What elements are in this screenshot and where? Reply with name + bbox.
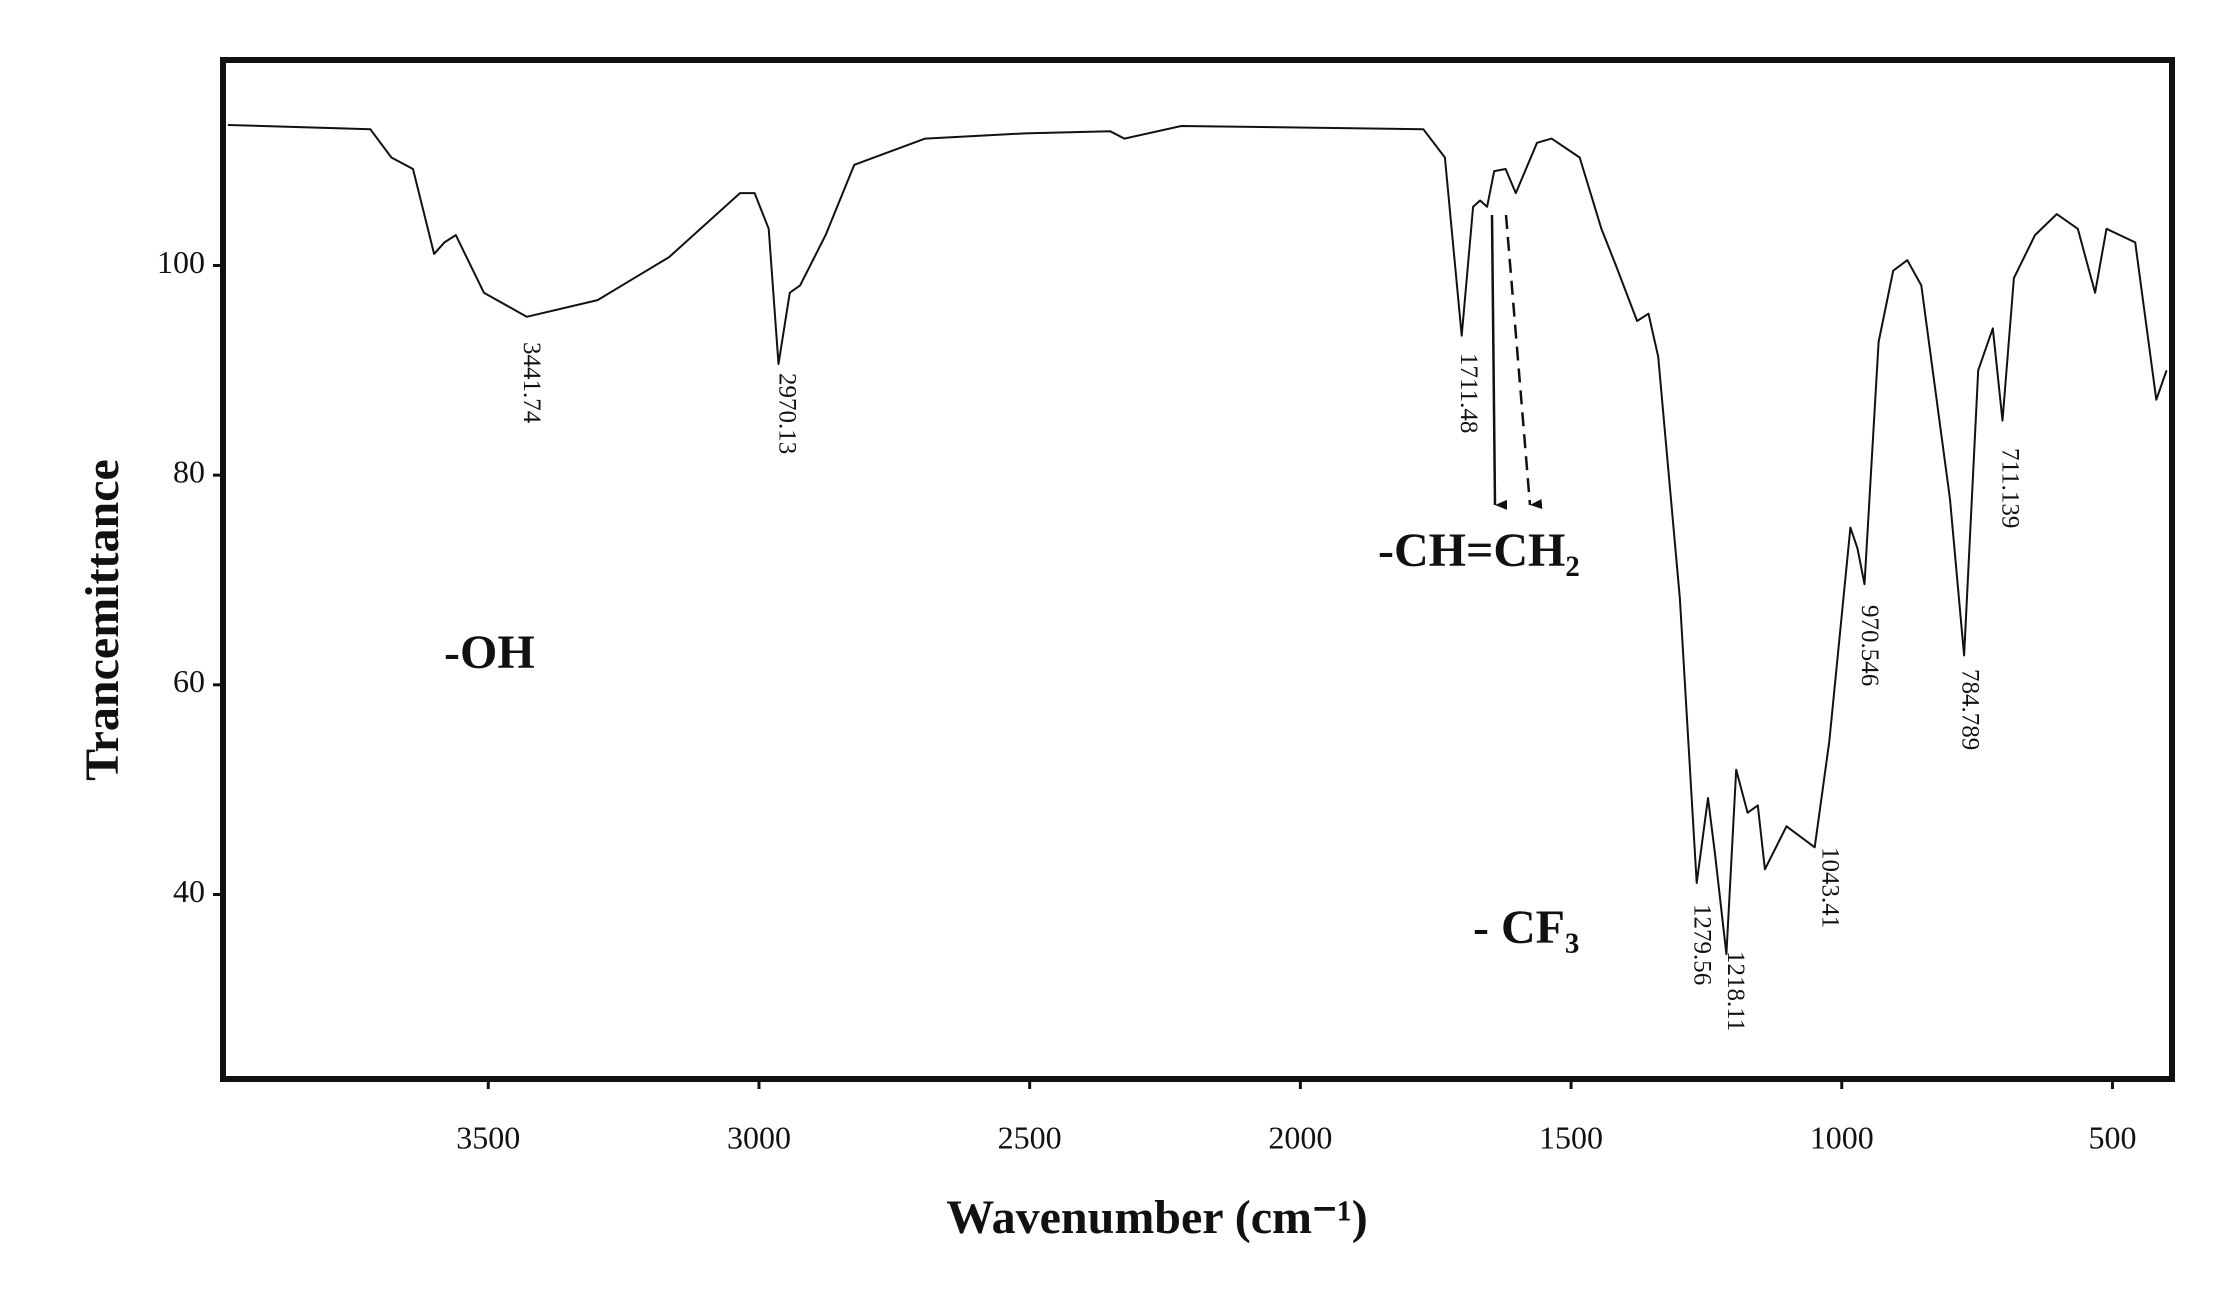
arrow	[1504, 214, 1543, 509]
x-axis-title: Wavenumber (cm⁻¹)	[946, 1191, 1367, 1244]
peak-label: 1043.41	[1817, 847, 1844, 928]
peak-label: 2970.13	[773, 373, 800, 454]
y-tick-label: 60	[173, 663, 205, 699]
plot-frame	[220, 57, 2175, 1082]
x-tick-label: 3000	[727, 1119, 791, 1155]
peak-label: 3441.74	[518, 342, 545, 424]
peak-label: 784.789	[1957, 669, 1984, 750]
x-tick-label: 3500	[456, 1119, 520, 1155]
peak-label: 1218.11	[1722, 951, 1749, 1031]
x-tick-label: 1500	[1539, 1119, 1603, 1155]
peak-label: 1711.48	[1455, 353, 1482, 433]
x-tick-label: 2000	[1268, 1119, 1332, 1155]
x-tick-label: 2500	[998, 1119, 1062, 1155]
y-tick-label: 40	[173, 873, 205, 909]
group-label: -OH	[444, 626, 535, 679]
peak-label: 1279.56	[1689, 904, 1716, 985]
x-tick-label: 1000	[1810, 1119, 1874, 1155]
y-tick-label: 100	[157, 244, 205, 280]
peak-label: 711.139	[1996, 448, 2023, 528]
y-axis-title: Trancemittance	[76, 459, 129, 781]
group-label: - CF₃	[1473, 901, 1579, 954]
x-tick-label: 500	[2088, 1119, 2136, 1155]
arrow	[1490, 214, 1508, 510]
y-tick-label: 80	[173, 453, 205, 489]
group-label: -CH=CH₂	[1378, 524, 1580, 577]
spectrum-line	[227, 124, 2168, 956]
peak-label: 970.546	[1856, 605, 1883, 686]
